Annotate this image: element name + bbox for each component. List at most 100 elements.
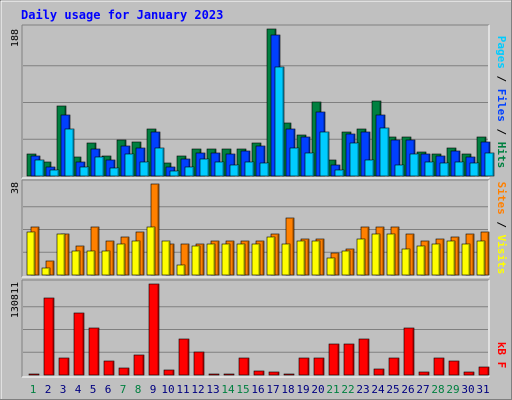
legend-pages: Pages bbox=[495, 36, 508, 69]
day-label-19: 19 bbox=[296, 383, 309, 396]
bar-visits-day-25 bbox=[386, 233, 396, 276]
bar-kb-f-day-2 bbox=[43, 297, 55, 376]
bar-visits-day-8 bbox=[131, 240, 141, 276]
bar-kb-f-day-14 bbox=[223, 373, 235, 376]
day-label-11: 11 bbox=[176, 383, 189, 396]
bar-visits-day-24 bbox=[371, 233, 381, 276]
svg-text:Sites / Visits: Sites / Visits bbox=[495, 182, 508, 275]
day-label-29: 29 bbox=[446, 383, 459, 396]
day-label-1: 1 bbox=[30, 383, 37, 396]
bar-visits-day-9 bbox=[146, 226, 156, 276]
bar-visits-day-23 bbox=[356, 238, 366, 276]
legend-hits: Hits bbox=[495, 142, 508, 169]
bar-visits-day-13 bbox=[206, 243, 216, 276]
bar-kb-f-day-11 bbox=[178, 338, 190, 376]
bar-kb-f-day-8 bbox=[133, 354, 145, 376]
bar-pages-day-9 bbox=[154, 147, 165, 177]
bar-visits-day-11 bbox=[176, 264, 186, 276]
bar-kb-f-day-17 bbox=[268, 371, 280, 376]
kbytes-legend: kB F bbox=[495, 342, 508, 369]
day-label-12: 12 bbox=[191, 383, 204, 396]
bar-visits-day-17 bbox=[266, 236, 276, 276]
day-label-13: 13 bbox=[206, 383, 219, 396]
bar-pages-day-22 bbox=[349, 142, 360, 177]
bar-visits-day-6 bbox=[101, 250, 111, 276]
bar-pages-day-15 bbox=[244, 161, 255, 177]
bar-pages-day-12 bbox=[199, 158, 210, 177]
day-label-14: 14 bbox=[221, 383, 235, 396]
bar-kb-f-day-18 bbox=[283, 373, 295, 376]
bar-kb-f-day-21 bbox=[328, 343, 340, 376]
bar-pages-day-6 bbox=[109, 167, 120, 177]
legend-files: Files bbox=[495, 89, 508, 122]
day-labels: 1 2 3 4 5 6 7 8 9 10 11 12 13 14 15 16 17 18 19 20 21 22 23 24 2… bbox=[30, 383, 490, 396]
bar-visits-day-5 bbox=[86, 250, 96, 276]
bar-pages-day-7 bbox=[124, 153, 135, 177]
bar-kb-f-day-9 bbox=[148, 283, 160, 376]
bar-visits-day-31 bbox=[476, 240, 486, 276]
bar-pages-day-18 bbox=[289, 147, 300, 177]
bar-visits-day-29 bbox=[446, 240, 456, 276]
bar-kb-f-day-7 bbox=[118, 367, 130, 376]
bar-visits-day-15 bbox=[236, 243, 246, 276]
counts-legend: Pages / Files / Hits bbox=[495, 36, 508, 169]
bar-visits-day-7 bbox=[116, 243, 126, 276]
bar-kb-f-day-12 bbox=[193, 351, 205, 376]
legend-kb-f: kB F bbox=[495, 342, 508, 369]
bar-pages-day-30 bbox=[469, 162, 480, 177]
bar-pages-day-25 bbox=[394, 164, 405, 177]
visitors-ymax-label: 38 bbox=[10, 182, 21, 194]
day-label-9: 9 bbox=[150, 383, 157, 396]
bar-pages-day-13 bbox=[214, 161, 225, 177]
day-label-4: 4 bbox=[75, 383, 82, 396]
legend-visits: Visits bbox=[495, 235, 508, 275]
bar-kb-f-day-6 bbox=[103, 360, 115, 376]
bar-pages-day-3 bbox=[64, 128, 75, 177]
bar-pages-day-5 bbox=[94, 156, 105, 177]
bar-kb-f-day-20 bbox=[313, 357, 325, 376]
counts-ymax-label: 188 bbox=[10, 29, 21, 47]
day-label-10: 10 bbox=[161, 383, 174, 396]
bar-visits-day-21 bbox=[326, 257, 336, 276]
bar-pages-day-23 bbox=[364, 159, 375, 177]
bar-visits-day-26 bbox=[401, 248, 411, 276]
bar-visits-day-22 bbox=[341, 250, 351, 276]
bar-visits-day-2 bbox=[41, 267, 51, 276]
day-label-24: 24 bbox=[371, 383, 385, 396]
bar-visits-day-20 bbox=[311, 240, 321, 276]
bar-visits-day-27 bbox=[416, 245, 426, 276]
bar-kb-f-day-3 bbox=[58, 357, 70, 376]
bar-pages-day-10 bbox=[169, 170, 180, 177]
day-label-6: 6 bbox=[105, 383, 112, 396]
day-label-30: 30 bbox=[461, 383, 474, 396]
bar-kb-f-day-5 bbox=[88, 327, 100, 376]
bar-pages-day-27 bbox=[424, 161, 435, 177]
counts-panel bbox=[21, 24, 495, 179]
bar-kb-f-day-13 bbox=[208, 373, 220, 376]
kbytes-panel bbox=[21, 279, 490, 378]
day-label-18: 18 bbox=[281, 383, 294, 396]
day-label-23: 23 bbox=[356, 383, 369, 396]
day-label-25: 25 bbox=[386, 383, 399, 396]
bar-visits-day-4 bbox=[71, 250, 81, 276]
day-label-28: 28 bbox=[431, 383, 444, 396]
day-label-16: 16 bbox=[251, 383, 264, 396]
day-label-8: 8 bbox=[135, 383, 142, 396]
bar-pages-day-17 bbox=[274, 66, 285, 177]
bar-pages-day-21 bbox=[334, 169, 345, 177]
bar-kb-f-day-25 bbox=[388, 357, 400, 376]
svg-text:Pages / Files / Hits: Pages / Files / Hits bbox=[495, 36, 508, 169]
day-label-26: 26 bbox=[401, 383, 414, 396]
bar-pages-day-16 bbox=[259, 162, 270, 177]
bar-pages-day-8 bbox=[139, 161, 150, 177]
day-label-31: 31 bbox=[476, 383, 489, 396]
day-label-20: 20 bbox=[311, 383, 324, 396]
bar-visits-day-30 bbox=[461, 243, 471, 276]
bar-pages-day-29 bbox=[454, 161, 465, 177]
bar-visits-day-1 bbox=[26, 231, 36, 276]
legend-separator: / bbox=[495, 69, 508, 89]
bar-pages-day-4 bbox=[79, 166, 90, 177]
day-label-27: 27 bbox=[416, 383, 429, 396]
day-label-3: 3 bbox=[60, 383, 67, 396]
